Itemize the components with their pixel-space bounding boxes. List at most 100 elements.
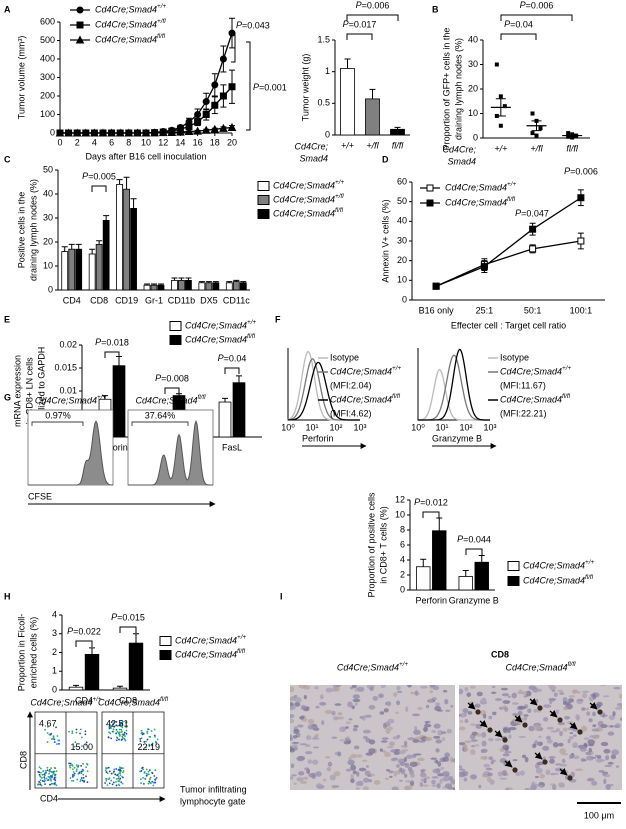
flow-dot [69,766,72,769]
bracket [346,14,399,21]
tissue-cell [559,748,567,755]
tissue-cell [387,718,395,724]
flow-dot [149,776,152,779]
flow-dot [121,724,124,726]
tissue-cell [436,768,441,774]
tissue-cell [352,770,357,775]
x-tick-label: DX5 [200,295,218,305]
flow-dot [121,733,124,736]
tissue-cell [557,689,564,693]
tissue-cell [407,685,412,688]
tissue-cell [437,761,442,767]
flow-dot [154,769,157,772]
tissue-cell [470,739,478,742]
tissue-cell [350,753,358,759]
flow-dot [80,736,83,739]
tissue-cell [297,724,304,728]
y-tick-label: 1 [325,66,330,76]
flow-dot [47,779,50,781]
flow-dot [44,771,47,774]
tissue-cell [388,741,396,746]
error-bar [394,126,401,130]
tissue-cell [562,697,568,703]
y-tick-label: 30 [397,235,407,245]
error-bar [205,281,212,283]
flow-dot [113,721,115,723]
tissue-cell [410,691,415,695]
tissue-cell [557,742,564,747]
tissue-cell [424,720,429,724]
y-tick-label: 0 [52,684,57,694]
cfse-title: Cd4Cre;Smad4+/+ [35,394,106,405]
flow-dot [115,728,118,731]
series-line [435,197,582,287]
tissue-cell [518,735,527,738]
annotation: P=0.008 [155,373,189,383]
error-bar [144,283,150,286]
error-bar [103,215,110,221]
tissue-cell [290,686,295,693]
flow-dot [148,744,151,747]
tissue-cell [561,758,566,764]
legend-entry: (MFI:4.62) [330,408,372,418]
tissue-cell [334,685,342,687]
y-tick-label: 20 [397,255,407,265]
tissue-cell [494,738,502,741]
flow-dot [153,734,156,737]
annotation: P=0.04 [504,19,533,29]
marker [184,126,194,136]
tissue-cell [591,756,597,759]
tissue-cell [429,690,434,694]
bracket [91,185,107,192]
tissue-cell [331,786,337,789]
tissue-cell [300,704,306,711]
y-axis-label: Tumor volume (mm³) [16,36,26,120]
marker [219,55,227,63]
flow-dot [49,770,52,773]
tissue-cell [315,733,319,737]
flow-dot [140,782,142,784]
tissue-cell [407,737,416,741]
tissue-cell [494,697,503,701]
tissue-cell [334,686,340,692]
flow-dot [75,731,78,734]
tissue-cell [521,691,528,695]
marker [55,128,65,137]
flow-dot [113,768,116,771]
tissue-cell [437,773,444,777]
arrow [494,730,503,738]
gate-bracket [31,421,84,426]
legend-swatch [257,195,270,205]
tissue-cell [395,700,401,706]
tissue-cell [497,771,503,777]
tissue-cell [611,749,620,756]
flow-dot [125,726,128,729]
tissue-cell [433,735,441,739]
tissue-cell [583,737,590,740]
histology-image [290,685,455,790]
tissue-cell [409,761,418,767]
flow-dot [108,782,111,785]
flow-dot [153,775,156,777]
tissue-cell [562,700,567,705]
tissue-cell [562,727,568,732]
annotation: P=0.018 [95,337,129,347]
x-tick-label: 25:1 [476,305,494,315]
marker [76,21,84,29]
tissue-cell [535,767,543,774]
tissue-cell [304,744,311,748]
tissue-cell [343,740,351,745]
tissue-cell [426,737,430,742]
flow-dot [82,773,85,776]
flow-dot [85,775,87,778]
flow-dot [120,781,123,784]
tissue-cell [337,751,342,757]
flow-dot [151,772,154,775]
histology-image [459,685,622,790]
tissue-cell [463,746,469,752]
gate-label: lymphocyte gate [180,796,246,806]
flow-dot [148,769,151,772]
flow-dot [119,774,122,777]
flow-dot [80,777,83,779]
tissue-cell [607,731,615,736]
